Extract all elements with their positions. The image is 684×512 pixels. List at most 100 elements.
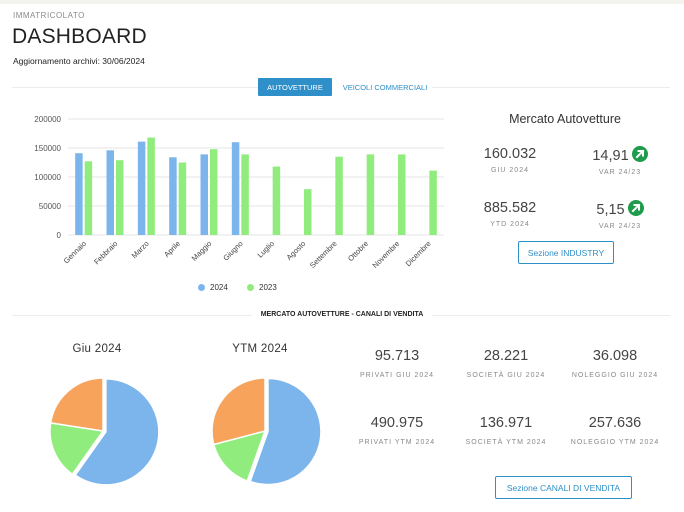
industry-section-button[interactable]: Sezione INDUSTRY bbox=[518, 241, 614, 264]
stat-value: 14,91 bbox=[592, 148, 629, 164]
bar-2023-giugno bbox=[241, 154, 249, 235]
top-strip bbox=[0, 0, 684, 4]
divider bbox=[12, 87, 258, 88]
pie-slice-societ bbox=[212, 429, 267, 482]
archive-update: Aggiornamento archivi: 30/06/2024 bbox=[13, 56, 145, 66]
x-tick-label: Novembre bbox=[371, 239, 402, 270]
stat-label: PRIVATI YTM 2024 bbox=[358, 439, 436, 446]
y-tick-label: 200000 bbox=[34, 115, 61, 124]
bar-2024-gennaio bbox=[75, 153, 83, 235]
stat-value: 5,15 bbox=[596, 202, 625, 218]
page-title: DASHBOARD bbox=[12, 25, 147, 48]
stat-var-giu: 14,91 VAR 24/23 bbox=[575, 146, 665, 176]
stat-giu-2024: 160.032 GIU 2024 bbox=[470, 146, 550, 174]
tab-veicoli-commerciali[interactable]: VEICOLI COMMERCIALI bbox=[342, 82, 428, 92]
stat-value: 490.975 bbox=[370, 415, 424, 431]
x-tick-label: Gennaio bbox=[62, 239, 88, 265]
pie-title-giu: Giu 2024 bbox=[72, 343, 122, 355]
stat-value: 257.636 bbox=[588, 415, 642, 431]
x-tick-label: Aprile bbox=[162, 239, 182, 259]
stat-privati-ytm: 490.975 PRIVATI YTM 2024 bbox=[342, 415, 452, 450]
stat-label: YTD 2024 bbox=[490, 221, 530, 228]
legend-item-2024[interactable]: 2024 bbox=[198, 283, 228, 292]
bar-2024-maggio bbox=[200, 154, 208, 235]
pie-title-ytm: YTM 2024 bbox=[232, 343, 288, 355]
stat-privati-giu: 95.713 PRIVATI GIU 2024 bbox=[342, 348, 452, 383]
stat-label: PRIVATI GIU 2024 bbox=[359, 372, 435, 379]
stat-label: VAR 24/23 bbox=[598, 169, 642, 176]
stat-ytd-2024: 885.582 YTD 2024 bbox=[470, 200, 550, 228]
bar-2024-giugno bbox=[231, 142, 240, 235]
x-tick-label: Febbraio bbox=[92, 239, 119, 266]
arrow-up-right-icon bbox=[627, 200, 644, 216]
bar-2023-dicembre bbox=[429, 170, 437, 235]
stat-societa-giu: 28.221 SOCIETÀ GIU 2024 bbox=[451, 348, 561, 383]
legend-swatch bbox=[198, 284, 205, 291]
x-tick-label: Marzo bbox=[130, 239, 151, 260]
bar-2023-novembre bbox=[398, 154, 406, 235]
tab-autovetture[interactable]: AUTOVETTURE bbox=[258, 78, 332, 96]
stat-var-ytd: 5,15 VAR 24/23 bbox=[575, 200, 665, 230]
legend-swatch bbox=[247, 284, 254, 291]
pie-slice-noleggio bbox=[49, 377, 104, 432]
update-label: Aggiornamento archivi: bbox=[13, 56, 103, 66]
divider bbox=[432, 87, 670, 88]
y-tick-label: 50000 bbox=[39, 202, 62, 211]
x-tick-label: Settembre bbox=[308, 239, 339, 270]
arrow-up-right-icon bbox=[631, 146, 648, 162]
stat-label: NOLEGGIO GIU 2024 bbox=[571, 372, 659, 379]
stat-label: GIU 2024 bbox=[491, 167, 529, 174]
bar-2024-febbraio bbox=[106, 150, 114, 235]
bar-2023-luglio bbox=[272, 166, 281, 235]
x-tick-label: Agosto bbox=[285, 239, 308, 262]
stat-value: 28.221 bbox=[483, 348, 529, 364]
stat-value: 885.582 bbox=[483, 200, 537, 216]
bar-2023-marzo bbox=[147, 137, 155, 235]
stat-noleggio-giu: 36.098 NOLEGGIO GIU 2024 bbox=[560, 348, 670, 383]
x-tick-label: Dicembre bbox=[404, 239, 433, 268]
x-tick-label: Ottobre bbox=[346, 239, 370, 263]
pie-slice-societ bbox=[49, 422, 105, 476]
bar-2023-febbraio bbox=[116, 160, 124, 235]
pie-slice-noleggio bbox=[211, 377, 266, 446]
channels-section-button[interactable]: Sezione CANALI DI VENDITA bbox=[495, 476, 632, 499]
stat-label: VAR 24/23 bbox=[598, 223, 642, 230]
stat-noleggio-ytm: 257.636 NOLEGGIO YTM 2024 bbox=[560, 415, 670, 450]
bar-2024-marzo bbox=[137, 141, 146, 235]
y-tick-label: 0 bbox=[57, 231, 62, 240]
y-tick-label: 100000 bbox=[34, 173, 61, 182]
legend-label: 2023 bbox=[259, 283, 277, 292]
x-tick-label: Giugno bbox=[221, 239, 244, 262]
pie-chart-giu-2024 bbox=[49, 377, 160, 486]
stat-value: 136.971 bbox=[479, 415, 533, 431]
stat-value: 36.098 bbox=[592, 348, 638, 364]
y-tick-label: 150000 bbox=[34, 144, 61, 153]
bar-2023-maggio bbox=[210, 149, 218, 235]
section-eyebrow: IMMATRICOLATO bbox=[13, 11, 85, 20]
bar-2023-aprile bbox=[178, 162, 187, 235]
legend-item-2023[interactable]: 2023 bbox=[247, 283, 277, 292]
divider bbox=[12, 315, 252, 316]
bar-2023-settembre bbox=[335, 156, 343, 235]
stat-value: 160.032 bbox=[483, 146, 537, 162]
divider bbox=[432, 315, 670, 316]
x-tick-label: Maggio bbox=[190, 239, 214, 263]
update-date: 30/06/2024 bbox=[102, 56, 145, 66]
stat-societa-ytm: 136.971 SOCIETÀ YTM 2024 bbox=[451, 415, 561, 450]
bar-2023-agosto bbox=[304, 189, 312, 235]
stat-label: NOLEGGIO YTM 2024 bbox=[570, 439, 660, 446]
stat-value: 95.713 bbox=[374, 348, 420, 364]
x-tick-label: Luglio bbox=[256, 239, 277, 260]
pie-chart-ytm-2024 bbox=[211, 377, 322, 486]
market-title: Mercato Autovetture bbox=[509, 112, 621, 126]
channels-section-title: MERCATO AUTOVETTURE - CANALI DI VENDITA bbox=[260, 311, 424, 318]
bar-2023-ottobre bbox=[366, 154, 375, 235]
bar-2024-aprile bbox=[169, 157, 177, 235]
pie-slice-privati bbox=[74, 378, 160, 486]
bar-2023-gennaio bbox=[84, 161, 93, 235]
monthly-bar-chart: 0 50000 100000 150000 200000 Gennaio Febbraio M… bbox=[34, 115, 444, 270]
stat-label: SOCIETÀ YTM 2024 bbox=[465, 439, 547, 446]
stat-label: SOCIETÀ GIU 2024 bbox=[466, 372, 546, 379]
pie-slice-privati bbox=[249, 377, 322, 486]
legend-label: 2024 bbox=[210, 283, 228, 292]
